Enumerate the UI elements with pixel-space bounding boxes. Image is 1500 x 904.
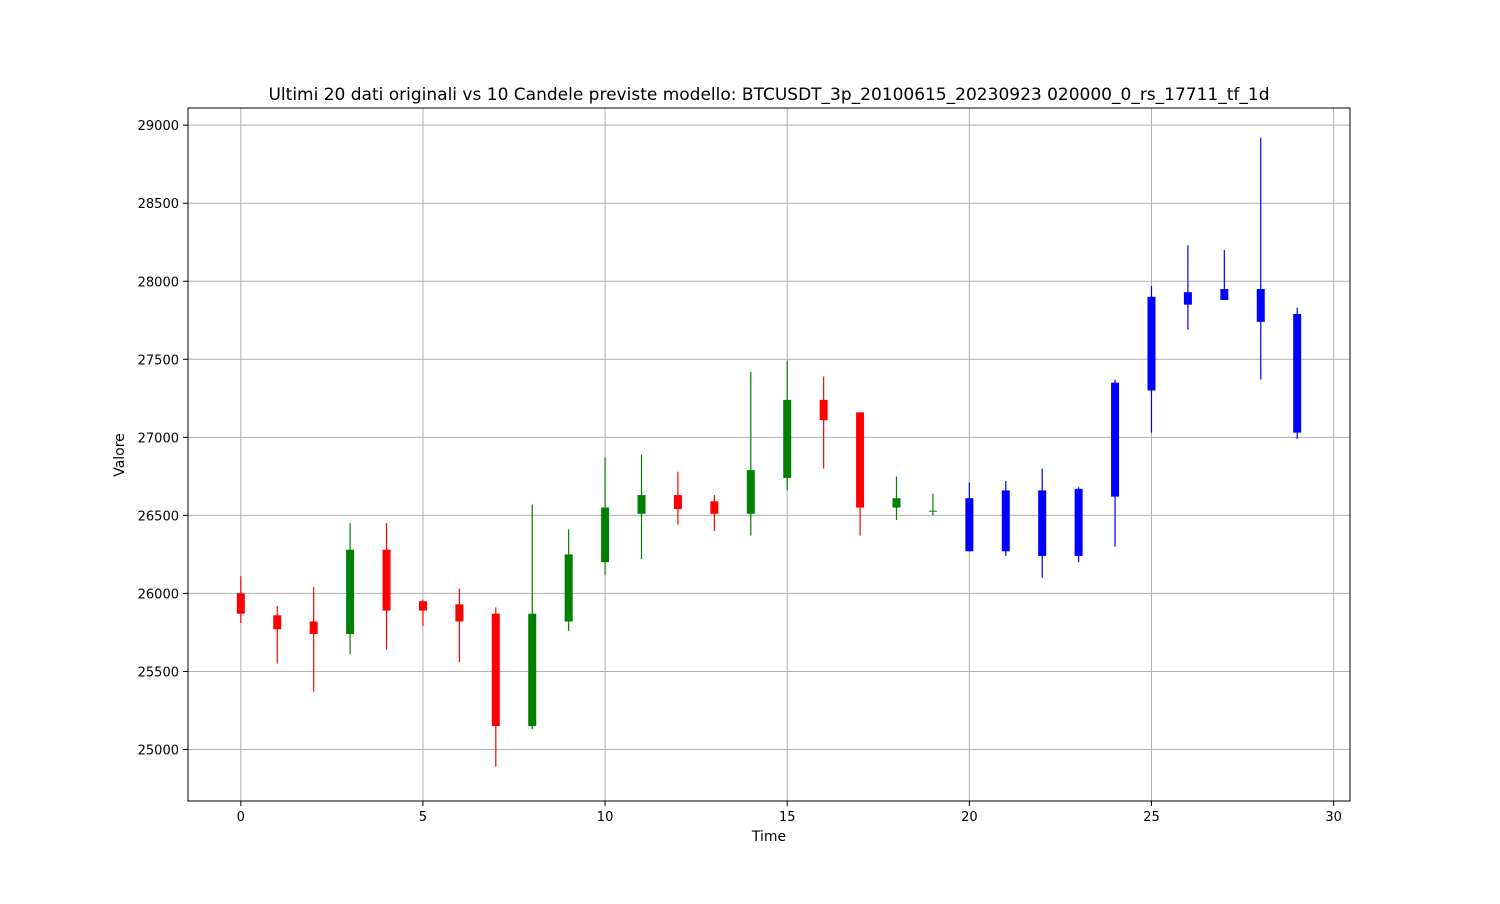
candle-body: [746, 470, 755, 514]
candle-body: [1001, 490, 1010, 552]
y-tick-label: 27500: [138, 353, 179, 368]
candle-body: [491, 613, 500, 727]
candle-body: [673, 495, 682, 510]
candle-body: [236, 593, 245, 614]
candle-body: [1074, 488, 1083, 556]
candle-body: [1293, 314, 1302, 433]
candle-body: [418, 601, 427, 611]
y-tick-label: 28500: [138, 197, 179, 212]
y-tick-label: 27000: [138, 431, 179, 446]
x-tick-label: 15: [779, 810, 796, 825]
x-axis-label: Time: [751, 829, 786, 845]
y-tick-label: 25500: [138, 665, 179, 680]
candle-body: [928, 510, 937, 512]
candle-body: [965, 498, 974, 552]
x-tick-label: 20: [961, 810, 978, 825]
x-tick-label: 10: [597, 810, 614, 825]
chart-title: Ultimi 20 dati originali vs 10 Candele p…: [268, 85, 1269, 105]
candle-body: [710, 501, 719, 514]
candle-body: [273, 615, 282, 630]
candle-body: [1183, 292, 1192, 305]
candle-body: [455, 604, 464, 622]
y-tick-label: 26000: [138, 587, 179, 602]
candle-body: [564, 554, 573, 622]
candle-body: [309, 621, 318, 634]
candle-body: [892, 498, 901, 508]
candle-body: [1220, 289, 1229, 300]
candle-body: [601, 507, 610, 563]
y-tick-label: 26500: [138, 509, 179, 524]
x-tick-label: 0: [237, 810, 245, 825]
y-axis-label: Valore: [112, 433, 128, 477]
candle-body: [528, 613, 537, 727]
y-tick-label: 25000: [138, 743, 179, 758]
y-tick-label: 28000: [138, 275, 179, 290]
candle-body: [856, 412, 865, 508]
grid: [188, 108, 1350, 801]
candle-body: [1038, 490, 1047, 556]
candles: [236, 137, 1302, 767]
candle-body: [783, 399, 792, 478]
x-tick-label: 30: [1325, 810, 1342, 825]
candle-body: [637, 495, 646, 514]
y-tick-label: 29000: [138, 119, 179, 134]
x-tick-label: 5: [419, 810, 427, 825]
candle-body: [382, 549, 391, 611]
candle-body: [1256, 289, 1265, 322]
x-tick-label: 25: [1143, 810, 1160, 825]
candle-body: [1111, 382, 1120, 497]
plot-frame: [187, 107, 1351, 802]
ticks: 0 5 10 15 20 25 30 25000 25500 26000 26500 27000 275…: [138, 119, 1342, 825]
candle-body: [1147, 296, 1156, 391]
candle-body: [819, 399, 828, 421]
candle-body: [346, 549, 355, 634]
